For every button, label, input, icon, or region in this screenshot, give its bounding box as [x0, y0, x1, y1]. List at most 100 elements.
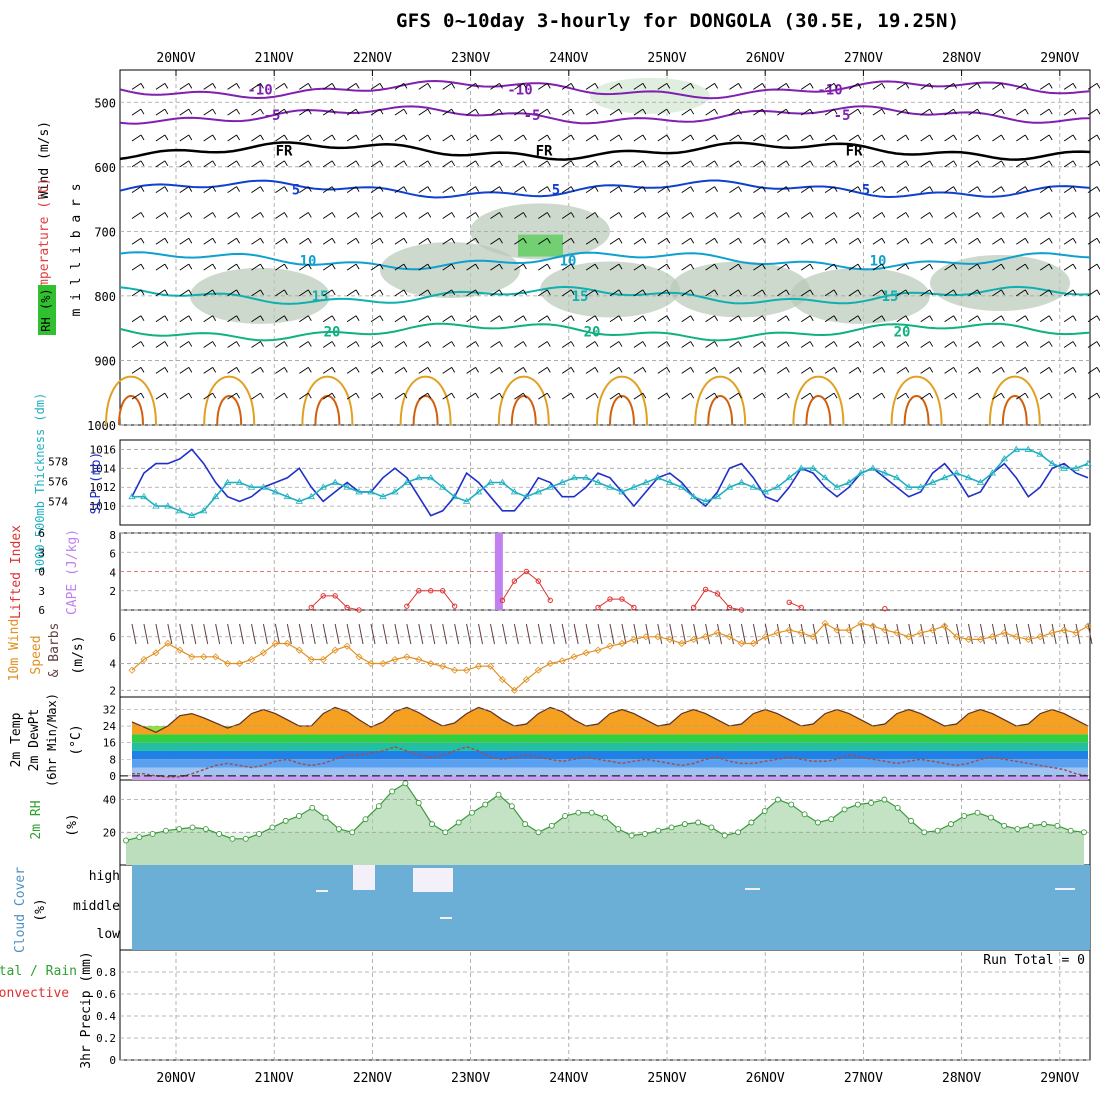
- wind-barb-flag: [977, 392, 981, 399]
- wind-barb: [346, 212, 360, 219]
- wind-barb: [155, 212, 169, 219]
- wind-barb-shaft: [705, 289, 715, 297]
- wind-barb: [777, 341, 790, 348]
- wind-barb: [155, 237, 169, 245]
- precip-tick-label: 0: [109, 1054, 116, 1067]
- wind-barb: [753, 289, 766, 297]
- wind-barb-flag: [140, 238, 145, 244]
- wind-barb-flag: [570, 83, 575, 89]
- wind-barb-flag: [929, 392, 934, 399]
- wind-barb-shaft: [777, 212, 787, 219]
- thickness-marker: [642, 478, 650, 485]
- wind-barb: [155, 392, 169, 400]
- wind-barb: [538, 212, 551, 219]
- wind-barb: [657, 237, 671, 245]
- wind-barb-flag: [1072, 367, 1077, 373]
- wind-barb: [299, 186, 312, 194]
- wind-barb-flag: [355, 186, 360, 192]
- wind-barb-flag: [499, 134, 503, 141]
- wind-barb: [490, 237, 503, 245]
- thickness-marker: [486, 478, 495, 485]
- wind-barb: [131, 315, 145, 323]
- wind-barb-flag: [666, 186, 671, 192]
- temp-contour-label: 5: [292, 182, 300, 198]
- wind-barb-shaft: [729, 160, 739, 168]
- lifted-index-marker: [607, 596, 613, 602]
- wind-barb: [299, 160, 312, 168]
- wind-barb-shaft: [346, 237, 357, 245]
- wind-barb: [1063, 315, 1077, 323]
- thickness-marker: [713, 492, 722, 500]
- wind-barb: [609, 366, 623, 374]
- wind10-marker: [964, 635, 973, 644]
- wind-barb-flag: [499, 315, 503, 321]
- wind-barb: [968, 108, 981, 116]
- wind-barb: [442, 289, 456, 297]
- wind-barb-shaft: [872, 160, 883, 168]
- wind-barb-flag: [785, 263, 790, 270]
- wind-barb-shaft: [1087, 289, 1098, 297]
- wind-barb: [466, 341, 479, 348]
- thickness-marker: [128, 492, 136, 500]
- lifted-index-marker: [786, 599, 792, 605]
- wind10-barb: [334, 623, 340, 645]
- wind-barb-shaft: [609, 160, 620, 168]
- date-label-bottom: 23NOV: [451, 1071, 490, 1086]
- wind-barb: [442, 186, 456, 194]
- wind-barb-shaft: [633, 366, 644, 374]
- upper-temp-label: Temperature (°C): [37, 177, 52, 302]
- wind10-label-d: (m/s): [71, 635, 86, 674]
- wind-barb-shaft: [251, 160, 261, 168]
- wind-barb-flag: [236, 367, 240, 373]
- wind-barb: [322, 341, 336, 348]
- thickness-marker: [367, 488, 375, 495]
- wind-barb: [777, 263, 790, 271]
- wind-barb: [824, 341, 838, 348]
- wind-barb-flag: [594, 289, 599, 296]
- wind-barb: [1063, 108, 1077, 116]
- wind10-marker: [259, 649, 268, 657]
- wind10-barb: [681, 623, 687, 645]
- wind-barb: [633, 263, 647, 271]
- wind10-marker: [1072, 629, 1080, 637]
- wind-barb: [394, 263, 408, 271]
- lifted-index-line: [693, 588, 742, 611]
- wind-barb: [1039, 160, 1053, 168]
- wind-barb-shaft: [370, 186, 381, 194]
- wind-barb: [920, 392, 934, 400]
- wind-barb: [299, 82, 312, 90]
- wind-barb-flag: [929, 83, 934, 89]
- wind-barb: [609, 186, 623, 194]
- wind-barb-flag: [403, 238, 408, 244]
- lifted-index-marker: [440, 588, 446, 594]
- pressure-tick-label: 900: [94, 354, 116, 368]
- wind-barb: [944, 341, 957, 348]
- wind-barb: [203, 134, 217, 142]
- rh-marker: [961, 813, 968, 819]
- wind-barb-shaft: [585, 315, 596, 323]
- wind-barb: [896, 392, 910, 400]
- wind-barb-shaft: [322, 82, 333, 90]
- rh-marker: [189, 824, 196, 831]
- wind-barb-shaft: [1039, 212, 1050, 219]
- wind-barb-flag: [284, 238, 288, 244]
- upper-wind-label: Wind (m/s): [37, 121, 52, 199]
- wind-barb: [657, 212, 671, 219]
- wind-barb-shaft: [753, 341, 763, 348]
- wind-barb-shaft: [585, 237, 596, 245]
- lifted-index-marker: [535, 578, 541, 584]
- wind-barb-shaft: [944, 263, 954, 271]
- wind-barb-flag: [953, 160, 957, 167]
- wind-barb-shaft: [346, 134, 357, 142]
- wind-barb-flag: [1048, 263, 1053, 270]
- wind-barb-flag: [427, 263, 432, 270]
- wind-barb: [442, 263, 456, 271]
- wind-barb-shaft: [322, 108, 333, 116]
- wind10-barb: [513, 623, 519, 645]
- wind-barb: [729, 263, 742, 271]
- wind-barb-shaft: [681, 82, 691, 90]
- wind-barb-flag: [140, 83, 145, 89]
- wind-barb: [418, 82, 432, 90]
- wind-barb-shaft: [1039, 263, 1050, 271]
- wind-barb-shaft: [777, 263, 787, 271]
